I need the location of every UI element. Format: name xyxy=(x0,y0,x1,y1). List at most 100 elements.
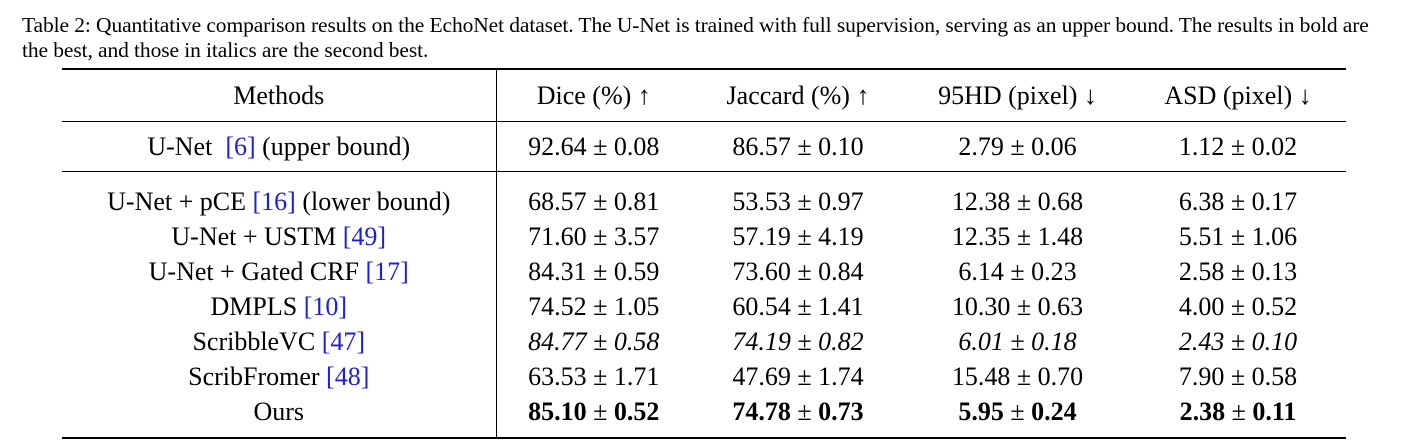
dice-cell: 92.64 ± 0.08 xyxy=(496,121,691,172)
dice-cell: 68.57 ± 0.81 xyxy=(496,172,691,220)
bold-mean: 5.95 xyxy=(958,396,1011,426)
method-suffix: (lower bound) xyxy=(302,186,451,216)
jaccard-cell: 73.60 ± 0.84 xyxy=(691,254,905,289)
metric-value: 71.60 ± 3.57 xyxy=(528,221,660,251)
table-row: Ours 85.10 ± 0.52 74.78 ± 0.73 5.95 ± 0.24 2… xyxy=(62,394,1346,439)
dice-cell: 84.77 ± 0.58 xyxy=(496,324,691,359)
metric-value: 84.31 ± 0.59 xyxy=(528,256,660,286)
results-table-container: Methods Dice (%) ↑ Jaccard (%) ↑ 95HD (p… xyxy=(62,68,1346,439)
bold-mean: 85.10 xyxy=(528,396,594,426)
metric-value: 12.35 ± 1.48 xyxy=(951,221,1084,251)
metric-value: 15.48 ± 0.70 xyxy=(951,361,1084,391)
method-name: U-Net + pCE xyxy=(107,186,247,216)
metric-value: 6.38 ± 0.17 xyxy=(1178,186,1298,216)
metric-value: 10.30 ± 0.63 xyxy=(951,291,1084,321)
metric-value: 84.77 ± 0.58 xyxy=(528,326,660,356)
citation-link[interactable]: [16] xyxy=(252,186,296,216)
metric-value: 85.10 ± 0.52 xyxy=(528,396,660,426)
results-table: Methods Dice (%) ↑ Jaccard (%) ↑ 95HD (p… xyxy=(62,68,1346,439)
metric-value: 60.54 ± 1.41 xyxy=(732,291,864,321)
jaccard-cell: 47.69 ± 1.74 xyxy=(691,359,905,394)
jaccard-cell: 74.19 ± 0.82 xyxy=(691,324,905,359)
jaccard-cell: 53.53 ± 0.97 xyxy=(691,172,905,220)
metric-value: 6.14 ± 0.23 xyxy=(958,256,1077,286)
hd95-cell: 2.79 ± 0.06 xyxy=(905,121,1130,172)
header-methods: Methods xyxy=(62,68,497,122)
citation-link[interactable]: [10] xyxy=(303,291,348,321)
method-name: DMPLS xyxy=(210,291,298,321)
upper-bound-row: U-Net [6] (upper bound) 92.64 ± 0.08 86.… xyxy=(62,121,1346,172)
asd-cell: 1.12 ± 0.02 xyxy=(1130,121,1346,172)
method-name: U-Net + USTM xyxy=(171,221,337,251)
table-header-row: Methods Dice (%) ↑ Jaccard (%) ↑ 95HD (p… xyxy=(62,68,1346,122)
header-dice: Dice (%) ↑ xyxy=(496,68,691,122)
metric-value: 74.19 ± 0.82 xyxy=(732,326,864,356)
metric-value: 2.58 ± 0.13 xyxy=(1178,256,1298,286)
asd-cell: 2.43 ± 0.10 xyxy=(1130,324,1346,359)
method-cell: U-Net + USTM [49] xyxy=(62,219,497,254)
table-caption: Table 2: Quantitative comparison results… xyxy=(22,13,1369,62)
method-name: U-Net + Gated CRF xyxy=(148,256,360,286)
table-row: U-Net + USTM [49] 71.60 ± 3.57 57.19 ± 4.1… xyxy=(62,219,1346,254)
metric-value: 74.78 ± 0.73 xyxy=(732,396,864,426)
header-95hd: 95HD (pixel) ↓ xyxy=(905,68,1130,122)
method-cell: DMPLS [10] xyxy=(62,289,497,324)
bold-std: 0.73 xyxy=(818,396,864,426)
dice-cell: 71.60 ± 3.57 xyxy=(496,219,691,254)
metric-value: 63.53 ± 1.71 xyxy=(528,361,660,391)
method-name: U-Net xyxy=(147,131,213,161)
asd-cell: 5.51 ± 1.06 xyxy=(1130,219,1346,254)
citation-link[interactable]: [47] xyxy=(321,326,366,356)
metric-value: 47.69 ± 1.74 xyxy=(732,361,864,391)
hd95-cell: 15.48 ± 0.70 xyxy=(905,359,1130,394)
metric-value: 12.38 ± 0.68 xyxy=(951,186,1084,216)
metric-value: 2.43 ± 0.10 xyxy=(1178,326,1298,356)
bold-std: 0.24 xyxy=(1031,396,1077,426)
hd95-cell: 6.14 ± 0.23 xyxy=(905,254,1130,289)
table-row: ScribbleVC [47] 84.77 ± 0.58 74.19 ± 0.82 6… xyxy=(62,324,1346,359)
method-cell: ScribbleVC [47] xyxy=(62,324,497,359)
asd-cell: 7.90 ± 0.58 xyxy=(1130,359,1346,394)
header-jaccard: Jaccard (%) ↑ xyxy=(691,68,905,122)
metric-value: 7.90 ± 0.58 xyxy=(1178,361,1298,391)
table-row: ScribFromer [48] 63.53 ± 1.71 47.69 ± 1.74… xyxy=(62,359,1346,394)
method-suffix: (upper bound) xyxy=(262,131,411,161)
metric-value: 2.38 ± 0.11 xyxy=(1179,396,1297,426)
table-row: U-Net + Gated CRF [17] 84.31 ± 0.59 73.60 … xyxy=(62,254,1346,289)
jaccard-cell: 74.78 ± 0.73 xyxy=(691,394,905,439)
hd95-cell: 10.30 ± 0.63 xyxy=(905,289,1130,324)
hd95-cell: 6.01 ± 0.18 xyxy=(905,324,1130,359)
citation-link[interactable]: [6] xyxy=(225,131,256,161)
jaccard-cell: 86.57 ± 0.10 xyxy=(691,121,905,172)
method-cell: U-Net [6] (upper bound) xyxy=(62,121,497,172)
dice-cell: 74.52 ± 1.05 xyxy=(496,289,691,324)
metric-value: 4.00 ± 0.52 xyxy=(1178,291,1298,321)
dice-cell: 84.31 ± 0.59 xyxy=(496,254,691,289)
asd-cell: 4.00 ± 0.52 xyxy=(1130,289,1346,324)
metric-value: 68.57 ± 0.81 xyxy=(528,186,660,216)
dice-cell: 85.10 ± 0.52 xyxy=(496,394,691,439)
citation-link[interactable]: [49] xyxy=(342,221,387,251)
citation-link[interactable]: [17] xyxy=(365,256,409,286)
metric-value: 6.01 ± 0.18 xyxy=(958,326,1077,356)
bold-mean: 2.38 xyxy=(1179,396,1232,426)
method-cell: Ours xyxy=(62,394,497,439)
hd95-cell: 12.35 ± 1.48 xyxy=(905,219,1130,254)
method-name: ScribFromer xyxy=(188,361,320,391)
method-name: ScribbleVC xyxy=(192,326,316,356)
dice-cell: 63.53 ± 1.71 xyxy=(496,359,691,394)
metric-value: 73.60 ± 0.84 xyxy=(732,256,864,286)
citation-link[interactable]: [48] xyxy=(326,361,370,391)
jaccard-cell: 57.19 ± 4.19 xyxy=(691,219,905,254)
jaccard-cell: 60.54 ± 1.41 xyxy=(691,289,905,324)
method-cell: U-Net + pCE [16] (lower bound) xyxy=(62,171,497,219)
metric-value: 5.95 ± 0.24 xyxy=(958,396,1077,426)
asd-cell: 2.58 ± 0.13 xyxy=(1130,254,1346,289)
bold-mean: 74.78 xyxy=(732,396,798,426)
hd95-cell: 5.95 ± 0.24 xyxy=(905,394,1130,439)
method-cell: U-Net + Gated CRF [17] xyxy=(62,254,497,289)
metric-value: 53.53 ± 0.97 xyxy=(732,186,864,216)
metric-value: 5.51 ± 1.06 xyxy=(1178,221,1298,251)
metric-value: 57.19 ± 4.19 xyxy=(732,221,864,251)
metric-value: 74.52 ± 1.05 xyxy=(528,291,660,321)
